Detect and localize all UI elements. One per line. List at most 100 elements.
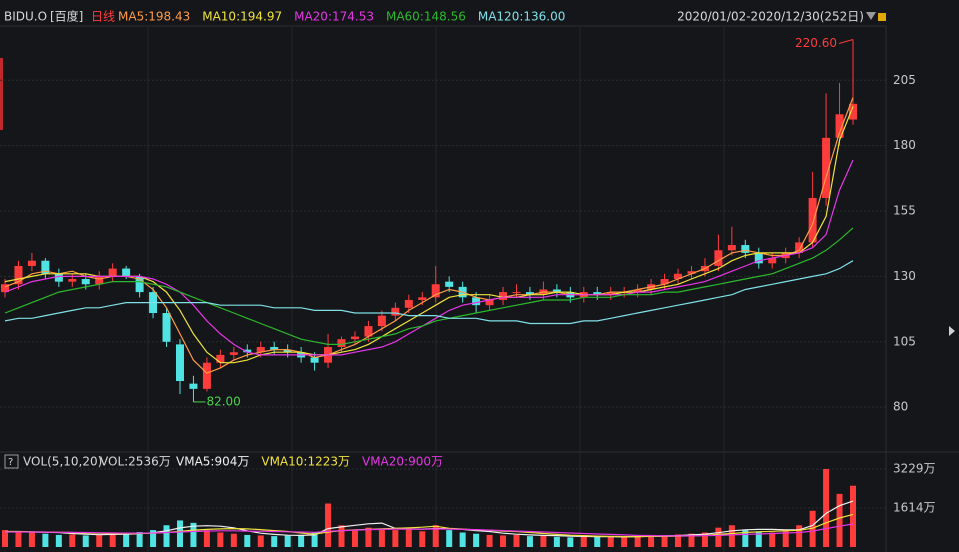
volume-bar	[634, 536, 641, 547]
volume-bar	[28, 532, 35, 547]
volume-bar	[567, 537, 574, 547]
volume-bar	[473, 533, 480, 547]
help-box[interactable]	[4, 454, 19, 469]
period: 日线	[91, 10, 115, 24]
volume-bar	[392, 530, 399, 547]
candle-body	[552, 289, 561, 293]
volume-bar	[150, 530, 157, 547]
volume-bar	[230, 533, 237, 547]
candle-body	[606, 292, 615, 295]
volume-bar	[419, 531, 426, 547]
y-tick-label: 155	[893, 204, 916, 218]
dropdown-arrow[interactable]	[866, 12, 876, 20]
candle-body	[162, 313, 171, 342]
volume-bar	[850, 485, 856, 547]
volume-bar	[351, 530, 358, 547]
candle-body	[835, 114, 844, 138]
candle-body	[741, 245, 750, 253]
candle-body	[270, 347, 279, 350]
volume-bar	[136, 532, 143, 547]
volume-bar	[96, 534, 103, 547]
candle-body	[1, 284, 9, 293]
volume-bar	[823, 468, 830, 547]
candle-body	[754, 252, 763, 264]
candle-body	[122, 268, 131, 277]
volume-bar	[217, 532, 224, 547]
volume-bar	[553, 536, 560, 547]
volume-bar	[675, 534, 682, 547]
volume-bar	[486, 534, 493, 547]
volume-bar	[742, 530, 749, 547]
candle-body	[472, 297, 481, 306]
volume-bar	[446, 530, 453, 547]
volume-bar	[836, 493, 843, 547]
volume-bar	[55, 534, 62, 547]
candle-body	[499, 292, 508, 300]
help-icon[interactable]: ?	[8, 457, 13, 468]
volume-bar	[15, 531, 22, 547]
volume-bar	[338, 525, 345, 547]
y-tick-label: 130	[893, 269, 916, 283]
volume-bar	[176, 520, 183, 547]
volume-bar	[271, 536, 278, 547]
volume-bar	[728, 525, 735, 547]
side-marker	[0, 58, 3, 130]
candle-body	[418, 297, 427, 300]
volume-bar	[782, 530, 789, 547]
expand-arrow[interactable]	[949, 326, 955, 336]
candle-body	[431, 284, 440, 298]
candle-body	[633, 289, 642, 293]
volume-bar	[526, 536, 533, 547]
candle-body	[727, 245, 736, 251]
volume-bar	[69, 534, 76, 547]
stock-name: [百度]	[50, 9, 83, 24]
candle-body	[849, 103, 857, 120]
candle-body	[593, 292, 602, 295]
candle-body	[202, 362, 211, 389]
volume-bar	[701, 532, 708, 547]
candle-body	[377, 315, 386, 327]
volume-bar	[257, 535, 264, 547]
candle-body	[175, 344, 184, 382]
candle-body	[81, 279, 90, 285]
low-label: 82.00	[206, 394, 240, 408]
volume-bar	[284, 535, 291, 547]
volume-bar	[688, 533, 695, 547]
candle-body	[243, 349, 252, 353]
candle-body	[229, 352, 238, 355]
candle-body	[337, 339, 346, 348]
candle-body	[391, 307, 400, 316]
candle-body	[95, 276, 104, 285]
volume-bar	[2, 530, 8, 547]
volume-bar	[163, 525, 170, 547]
volume-bar	[82, 535, 89, 547]
line	[4, 97, 854, 374]
date-range[interactable]: 2020/01/02-2020/12/30(252日)	[677, 10, 864, 24]
volume-bar	[500, 535, 507, 547]
line	[5, 523, 854, 537]
candle-body	[54, 273, 63, 282]
candle-body	[364, 326, 373, 337]
candle-body	[512, 292, 521, 294]
volume-bar	[459, 532, 466, 547]
high-label: 220.60	[795, 36, 837, 50]
lock-icon[interactable]	[878, 13, 886, 21]
line	[4, 227, 854, 345]
y-tick-label: 3229万	[893, 461, 936, 475]
candle-body	[189, 383, 198, 389]
volume-bar	[405, 527, 412, 547]
candle-body	[795, 242, 804, 253]
candle-body	[41, 260, 50, 274]
legend-entry: VMA10:1223万	[261, 455, 350, 469]
candle-body	[485, 299, 494, 306]
candle-body	[714, 250, 723, 266]
volume-bar	[769, 532, 776, 547]
volume-bar	[311, 532, 318, 547]
volume-bar	[621, 536, 628, 547]
candle-body	[768, 258, 777, 264]
volume-bar	[648, 534, 655, 547]
volume-bar	[755, 531, 762, 547]
y-tick-label: 180	[893, 138, 916, 152]
